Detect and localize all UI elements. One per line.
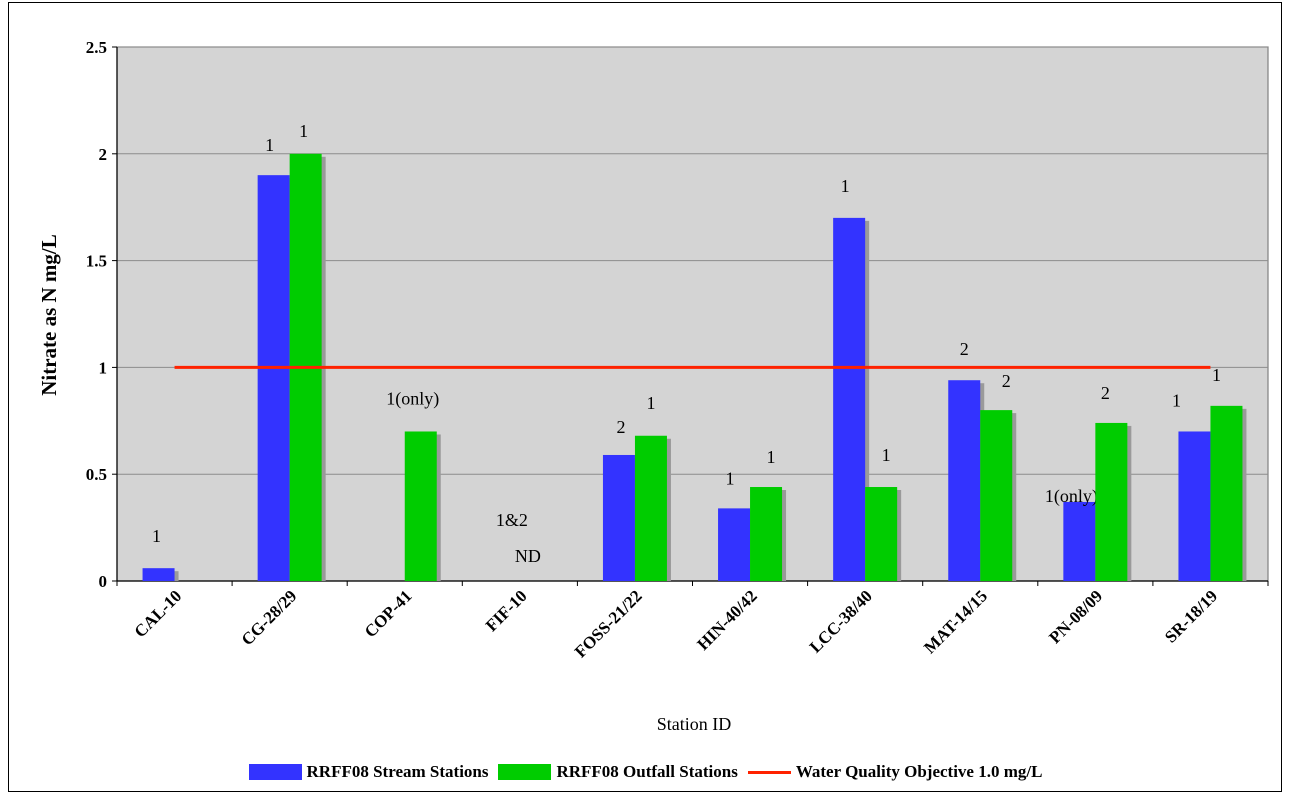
bar [1063,501,1096,581]
data-label: 1 [265,135,274,155]
x-tick-label: CAL-10 [131,586,186,641]
data-label: 1 [299,121,308,141]
y-tick-label: 0 [99,572,108,591]
legend-label-stream: RRFF08 Stream Stations [306,762,489,781]
data-label: 2 [960,339,969,359]
x-tick-label: HIN-40/42 [693,586,761,654]
nd-annotation: ND [515,546,541,566]
data-label: 2 [1101,383,1110,403]
legend-swatch-stream [248,764,302,780]
x-axis-label: Station ID [657,714,732,734]
data-label: 1 [646,393,655,413]
data-label: 1 [152,526,161,546]
y-tick-label: 0.5 [86,465,107,484]
data-label: 2 [616,417,625,437]
bar [750,487,783,581]
y-axis-label: Nitrate as N mg/L [37,234,61,396]
x-tick-label: LCC-38/40 [806,586,876,656]
bar [404,431,437,581]
bar [1095,422,1128,581]
x-tick-label: PN-08/09 [1045,586,1106,647]
data-label: 1(only) [386,388,439,409]
x-tick-label: FIF-10 [482,586,531,635]
data-label: 1 [1172,390,1181,410]
bar [634,435,667,581]
legend-item-outfall: RRFF08 Outfall Stations [498,762,738,782]
bar [257,175,290,581]
legend-item-stream: RRFF08 Stream Stations [248,762,489,782]
y-tick-label: 2.5 [86,38,107,57]
bar [142,568,175,581]
bar [833,217,866,581]
bar [948,380,981,581]
legend-swatch-outfall [498,764,552,780]
legend-label-outfall: RRFF08 Outfall Stations [556,762,738,781]
legend-item-objective: Water Quality Objective 1.0 mg/L [747,762,1043,782]
x-tick-label: SR-18/19 [1161,586,1221,646]
data-label: 2 [1002,371,1011,391]
data-label: 1 [882,445,891,465]
x-tick-label: MAT-14/15 [920,586,991,657]
x-tick-label: CG-28/29 [238,586,301,649]
bar [602,454,635,581]
nd-annotation: 1&2 [496,510,528,530]
bar [865,487,898,581]
bar [718,508,751,581]
data-label: 1 [841,176,850,196]
bar [980,410,1013,581]
bar [1178,431,1211,581]
y-tick-label: 2 [99,145,108,164]
x-tick-label: FOSS-21/22 [571,586,646,661]
legend: RRFF08 Stream Stations RRFF08 Outfall St… [0,762,1291,782]
bar [1210,405,1243,581]
data-label: 1(only) [1045,486,1098,507]
data-label: 1 [1212,365,1221,385]
legend-label-objective: Water Quality Objective 1.0 mg/L [795,762,1043,781]
legend-swatch-objective [747,770,791,774]
x-tick-label: COP-41 [361,586,416,641]
y-tick-label: 1 [99,358,108,377]
data-label: 1 [726,468,735,488]
data-label: 1 [767,447,776,467]
y-tick-label: 1.5 [86,252,107,271]
